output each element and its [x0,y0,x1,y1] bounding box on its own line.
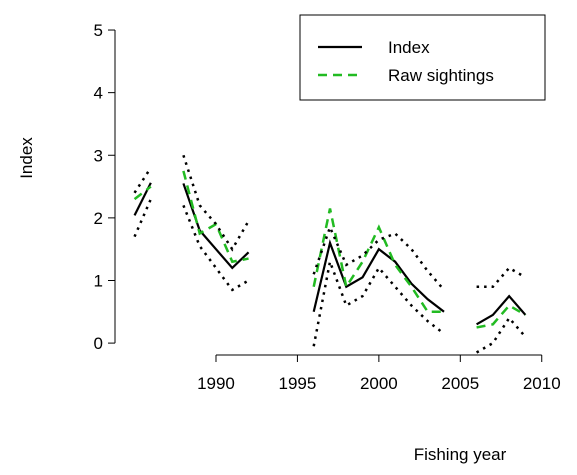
x-tick-label: 2000 [360,374,398,393]
series-line [133,182,527,326]
y-axis-title: Index [17,137,36,179]
legend-label: Raw sightings [388,66,494,85]
x-tick-label: 2010 [523,374,561,393]
y-tick-label: 3 [94,146,103,165]
y-tick-label: 1 [94,271,103,290]
y-tick-label: 0 [94,334,103,353]
x-tick-label: 1995 [279,374,317,393]
x-axis-title: Fishing year [414,445,507,464]
series-line [133,198,527,354]
series-line [133,154,527,291]
y-tick-label: 5 [94,21,103,40]
legend-label: Index [388,38,430,57]
y-tick-label: 2 [94,209,103,228]
x-tick-label: 1990 [197,374,235,393]
legend-box [299,14,546,101]
x-tick-label: 2005 [441,374,479,393]
y-tick-label: 4 [94,84,103,103]
series-line [133,170,527,329]
